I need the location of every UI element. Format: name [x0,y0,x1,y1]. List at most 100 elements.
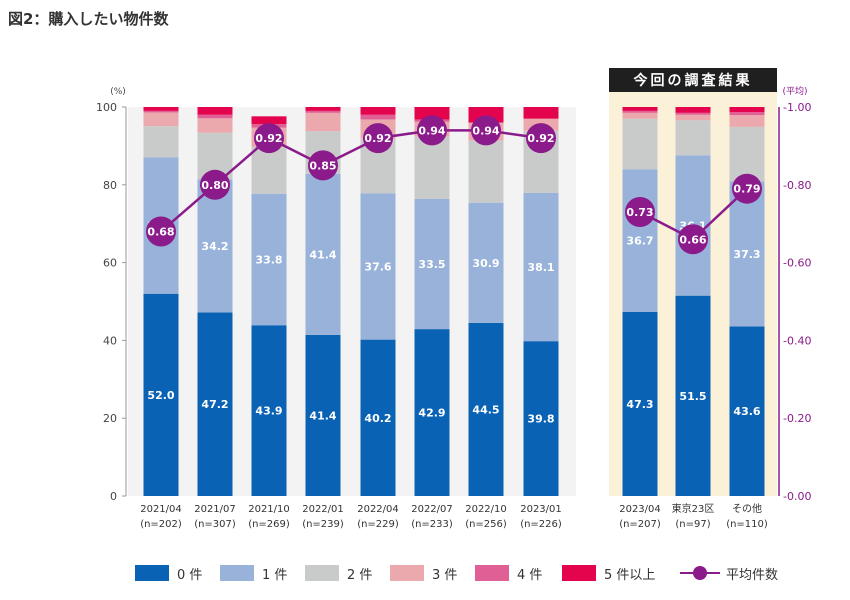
legend-average-marker [680,565,720,581]
legend-item-0: 0 件 [135,560,202,586]
bar-segment-0 [251,325,287,496]
plot-background [128,107,576,496]
category-label: その他 [732,502,762,515]
bar-segment-0 [414,329,450,496]
bar-segment-0 [523,341,559,496]
bar-label-0: 51.5 [679,390,706,403]
legend-swatch-1 [220,565,254,581]
bar-segment-3 [729,115,765,127]
bar-segment-4 [305,110,341,113]
bar-segment-5 [251,116,287,125]
average-point [625,197,655,228]
bar-label-0: 43.6 [733,405,760,418]
highlight-title: 今回の調査結果 [633,72,753,89]
bar-label-0: 40.2 [364,412,391,425]
category-label: 2022/07 [411,504,453,515]
category-label: 2022/04 [357,504,399,515]
average-point-label: 0.66 [679,233,706,246]
average-point [254,123,284,154]
bar-segment-5 [523,107,559,119]
legend-swatch-2 [305,565,339,581]
right-axis-tick-label: -0.40 [783,334,811,347]
highlight-title-bar [609,68,777,92]
bar-segment-5 [360,107,396,115]
legend-item-average: 平均件数 [680,560,778,586]
bar-segment-2 [675,120,711,156]
bar-segment-5 [305,107,341,111]
bar-label-1: 33.5 [418,258,445,271]
bar-segment-1 [729,181,765,327]
bar-label-0: 44.5 [472,403,499,416]
category-label: 2022/10 [465,504,507,515]
bar-segment-5 [197,107,233,115]
bar-segment-1 [251,193,287,326]
bar-segment-0 [197,312,233,496]
bar-segment-1 [360,193,396,340]
bar-segment-4 [622,110,658,113]
average-point-label: 0.92 [527,132,554,145]
category-n-label: (n=229) [357,519,399,530]
average-point [471,115,501,146]
figure-title: 図2：購入したい物件数 [8,10,169,28]
bar-segment-3 [143,112,179,127]
average-point-label: 0.73 [626,206,653,219]
bar-segment-3 [622,112,658,119]
average-point [146,216,176,247]
left-axis-tick-label: 60 [103,257,117,270]
left-axis-tick-label: 40 [103,334,117,347]
bar-label-0: 47.3 [626,398,653,411]
category-n-label: (n=233) [411,519,453,530]
average-point-label: 0.94 [418,124,445,137]
average-point [732,173,762,204]
chart-legend: 0 件 1 件 2 件 3 件 4 件 5 件以上 平均件数 [0,560,850,586]
bar-segment-1 [523,192,559,342]
bar-label-1: 38.1 [527,261,554,274]
legend-item-4: 4 件 [475,560,542,586]
legend-label-3: 3 件 [432,567,458,583]
bar-segment-4 [143,110,179,113]
average-point [200,169,230,200]
average-point-label: 0.80 [201,179,228,192]
bar-label-0: 43.9 [255,405,282,418]
average-point [678,224,708,255]
category-n-label: (n=226) [520,519,562,530]
bar-label-0: 47.2 [201,398,228,411]
legend-label-4: 4 件 [517,567,543,583]
legend-swatch-5 [562,565,596,581]
bar-label-1: 37.6 [364,260,391,273]
average-point-label: 0.94 [472,124,499,137]
average-point [526,123,556,154]
bar-segment-3 [197,118,233,133]
category-n-label: (n=269) [248,519,290,530]
bar-label-0: 52.0 [147,389,174,402]
bar-segment-0 [622,312,658,496]
bar-segment-1 [197,179,233,313]
legend-label-0: 0 件 [177,567,203,583]
bar-segment-3 [305,112,341,132]
legend-item-1: 1 件 [220,560,287,586]
bar-label-1: 41.4 [309,248,336,261]
category-label: 2021/07 [194,504,236,515]
category-n-label: (n=202) [140,519,182,530]
bar-segment-0 [729,326,765,496]
bar-label-0: 41.4 [309,409,336,422]
bar-segment-4 [197,114,233,119]
bar-label-1: 30.9 [472,257,499,270]
bar-label-1: 34.2 [201,240,228,253]
bar-segment-5 [622,107,658,111]
legend-label-2: 2 件 [347,567,373,583]
bar-segment-3 [675,114,711,121]
category-n-label: (n=239) [302,519,344,530]
bar-segment-2 [414,136,450,199]
legend-item-2: 2 件 [305,560,372,586]
right-axis-tick-label: -0.60 [783,257,811,270]
right-axis-tick-label: -0.20 [783,412,811,425]
legend-swatch-3 [390,565,424,581]
bar-segment-1 [305,173,341,335]
average-point [417,115,447,146]
bar-label-1: 37.3 [733,248,760,261]
legend-swatch-4 [475,565,509,581]
bar-segment-4 [675,112,711,115]
average-point-label: 0.85 [309,159,336,172]
right-axis-tick-label: -0.80 [783,179,811,192]
